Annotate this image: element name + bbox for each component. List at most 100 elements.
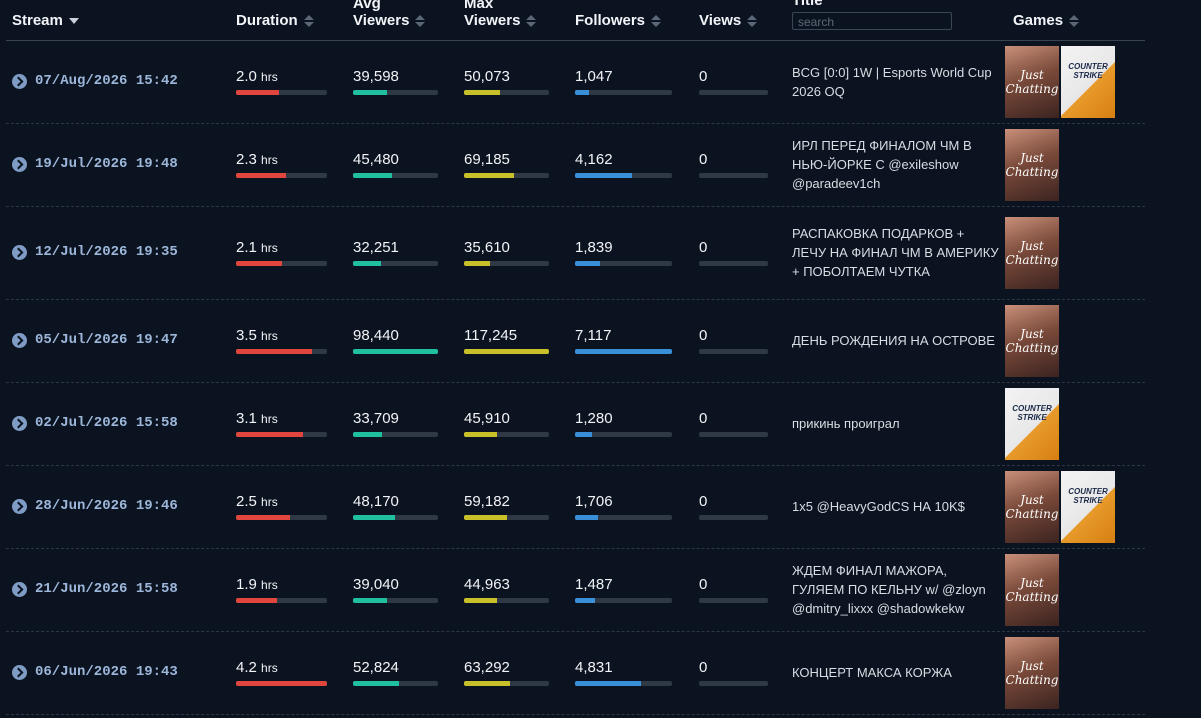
game-thumbnail[interactable]: Just Chatting (1005, 636, 1059, 709)
bar-fill (236, 90, 280, 95)
value-text: 52,824 (353, 658, 399, 676)
views-value: 0 (699, 327, 707, 344)
bar-fill (464, 348, 549, 354)
bar-fill (575, 90, 590, 95)
expand-icon[interactable] (12, 415, 27, 431)
bar-track (699, 597, 768, 603)
table-row[interactable]: 12/Jul/2026 19:35 2.1 hrs 32,251 35,610 1,83… (6, 206, 1145, 300)
table-row[interactable]: 19/Jul/2026 19:48 2.3 hrs 45,480 69,185 4,16… (6, 123, 1145, 207)
avg-viewers-value: 45,480 (353, 151, 399, 168)
game-thumbnail[interactable]: Just Chatting (1005, 128, 1059, 201)
bar-fill (236, 597, 278, 603)
stream-title: КОНЦЕРТ МАКСА КОРЖА (792, 665, 952, 680)
bar-track (353, 260, 438, 266)
stream-date: 28/Jun/2026 19:46 (35, 497, 178, 514)
bar-fill (575, 260, 601, 266)
game-thumbnail[interactable]: COUNTER STRIKE (1061, 46, 1115, 118)
value-text: 69,185 (464, 150, 510, 168)
duration-value: 2.1 hrs (236, 239, 278, 256)
bar-fill (353, 260, 381, 266)
header-stream[interactable]: Stream (12, 12, 79, 29)
table-row[interactable]: 02/Jul/2026 15:58 3.1 hrs 33,709 45,910 1,28… (6, 382, 1145, 466)
expand-icon[interactable] (12, 244, 27, 260)
value-text: 39,040 (353, 575, 399, 593)
expand-icon[interactable] (12, 581, 27, 597)
header-followers[interactable]: Followers (575, 12, 662, 29)
table-row[interactable]: 05/Jul/2026 19:47 3.5 hrs 98,440 117,245 7,1… (6, 299, 1145, 383)
header-duration[interactable]: Duration (236, 12, 314, 29)
bar-track (464, 260, 549, 266)
bar-track (699, 172, 768, 178)
value-text: 0 (699, 238, 708, 256)
bar-fill (464, 260, 490, 266)
value-text: 0 (699, 658, 708, 676)
avg-viewers-value: 98,440 (353, 327, 399, 344)
expand-icon[interactable] (12, 498, 27, 514)
bar-fill (353, 348, 438, 354)
views-value: 0 (699, 68, 707, 85)
game-thumbnail[interactable]: Just Chatting (1005, 553, 1059, 626)
expand-icon[interactable] (12, 332, 27, 348)
table-row[interactable]: 21/Jun/2026 15:58 1.9 hrs 39,040 44,963 1,48… (6, 548, 1145, 632)
value-text: 1,280 (575, 409, 613, 427)
header-text: Max Viewers (464, 0, 521, 29)
stream-date: 05/Jul/2026 19:47 (35, 331, 178, 348)
unit: hrs (261, 240, 278, 255)
game-thumbnail[interactable]: Just Chatting (1005, 470, 1059, 543)
views-value: 0 (699, 493, 707, 510)
avg-viewers-value: 39,598 (353, 68, 399, 85)
views-value: 0 (699, 151, 707, 168)
bar-track (699, 348, 768, 354)
bar-track (575, 597, 672, 603)
expand-icon[interactable] (12, 664, 27, 680)
bar-track (236, 172, 327, 178)
bar-fill (575, 680, 641, 686)
game-thumbnail[interactable]: Just Chatting (1005, 304, 1059, 377)
bar-fill (575, 597, 596, 603)
bar-track (575, 680, 672, 686)
stream-date: 19/Jul/2026 19:48 (35, 155, 178, 172)
header-text: Stream (12, 12, 63, 29)
header-text: Games (1013, 12, 1064, 29)
max-viewers-value: 69,185 (464, 151, 510, 168)
expand-icon[interactable] (12, 74, 27, 89)
unit: hrs (261, 328, 278, 343)
bar-fill (353, 597, 387, 603)
bar-track (699, 431, 768, 437)
bar-fill (353, 172, 393, 178)
value-text: 1,047 (575, 68, 613, 85)
game-thumbnail[interactable]: COUNTER STRIKE (1061, 470, 1115, 543)
header-max-viewers[interactable]: Max Viewers (464, 0, 544, 29)
expand-icon[interactable] (12, 156, 27, 172)
table-row[interactable]: 28/Jun/2026 19:46 2.5 hrs 48,170 59,182 1,70… (6, 465, 1145, 549)
followers-value: 1,839 (575, 239, 613, 256)
unit: hrs (261, 152, 278, 167)
value-text: 45,910 (464, 409, 510, 427)
game-thumbnail[interactable]: COUNTER STRIKE (1005, 387, 1059, 460)
value-text: 4,162 (575, 150, 613, 168)
table-row[interactable]: 07/Aug/2026 15:42 2.0 hrs 39,598 50,073 1,04… (6, 41, 1145, 124)
value-text: 117,245 (464, 326, 518, 344)
max-viewers-value: 63,292 (464, 659, 510, 676)
header-views[interactable]: Views (699, 12, 758, 29)
avg-viewers-value: 33,709 (353, 410, 399, 427)
stream-date: 06/Jun/2026 19:43 (35, 663, 178, 680)
bar-track (575, 260, 672, 266)
search-input[interactable]: search (792, 12, 952, 30)
value-text: 4,831 (575, 658, 613, 676)
table-row[interactable]: 06/Jun/2026 19:43 4.2 hrs 52,824 63,292 4,83… (6, 631, 1145, 715)
bar-track (353, 431, 438, 437)
header-text: Followers (575, 12, 646, 29)
value-text: 1,487 (575, 575, 613, 593)
game-thumbnail[interactable]: Just Chatting (1005, 216, 1059, 289)
header-avg-viewers[interactable]: Avg Viewers (353, 0, 433, 29)
value-text: 3.5 (236, 326, 257, 344)
value-text: 35,610 (464, 238, 510, 256)
header-games[interactable]: Games (1013, 12, 1080, 29)
bar-track (464, 172, 549, 178)
value-text: 1,706 (575, 492, 613, 510)
game-thumbnail[interactable]: Just Chatting (1005, 46, 1059, 118)
bar-fill (353, 514, 395, 520)
bar-fill (236, 680, 327, 686)
value-text: 0 (699, 68, 708, 85)
